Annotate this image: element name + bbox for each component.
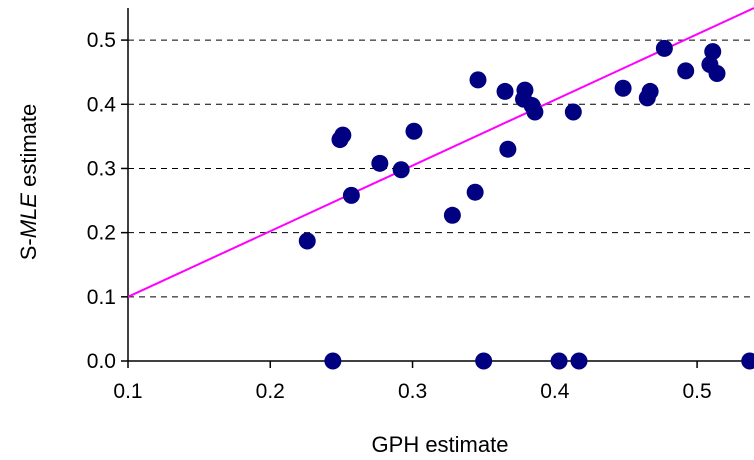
y-tick-label: 0.0 [87,350,116,373]
data-point [405,122,423,140]
y-axis-ticks [121,39,128,362]
y-tick-label: 0.5 [87,29,116,52]
data-point [342,186,360,204]
x-tick-label: 0.1 [113,380,142,403]
data-points [298,39,754,370]
fit-line-layer [127,7,754,298]
y-axis-title-suffix: estimate [16,104,41,193]
data-point [526,103,544,121]
data-point [443,206,461,224]
data-point [469,71,487,89]
y-tick-label: 0.3 [87,157,116,180]
y-tick-label: 0.2 [87,222,116,245]
data-point [655,39,673,57]
y-tick-label: 0.4 [87,93,117,116]
x-axis-ticks [127,361,698,368]
y-axis-title: S-MLE estimate [16,104,41,261]
data-point [564,103,582,121]
y-axis-title-prefix: S- [16,238,41,260]
x-tick-label: 0.3 [398,380,427,403]
data-point [496,82,514,100]
x-tick-label: 0.2 [256,380,285,403]
y-tick-label: 0.1 [87,286,116,309]
fit-line [127,7,754,298]
x-tick-label: 0.5 [682,380,711,403]
data-point [704,43,722,61]
data-point [466,183,484,201]
data-point [499,140,517,158]
data-point [741,352,754,370]
grid-lines [128,39,754,298]
x-tick-label: 0.4 [540,380,570,403]
x-axis-title: GPH estimate [372,432,509,457]
data-point [371,154,389,172]
data-point [641,82,659,100]
data-point [516,81,534,99]
data-point [324,352,342,370]
data-point [475,352,493,370]
data-point [334,126,352,144]
data-point [614,79,632,97]
data-point [570,352,588,370]
y-axis-title-italic: MLE [16,193,41,239]
data-point [677,62,695,80]
tick-labels: 0.0 0.1 0.2 0.3 0.4 0.5 0.1 0.2 0.3 0.4 0.5 [87,29,712,403]
data-point [392,161,410,179]
data-point [550,352,568,370]
data-point [298,232,316,250]
data-point [708,64,726,82]
